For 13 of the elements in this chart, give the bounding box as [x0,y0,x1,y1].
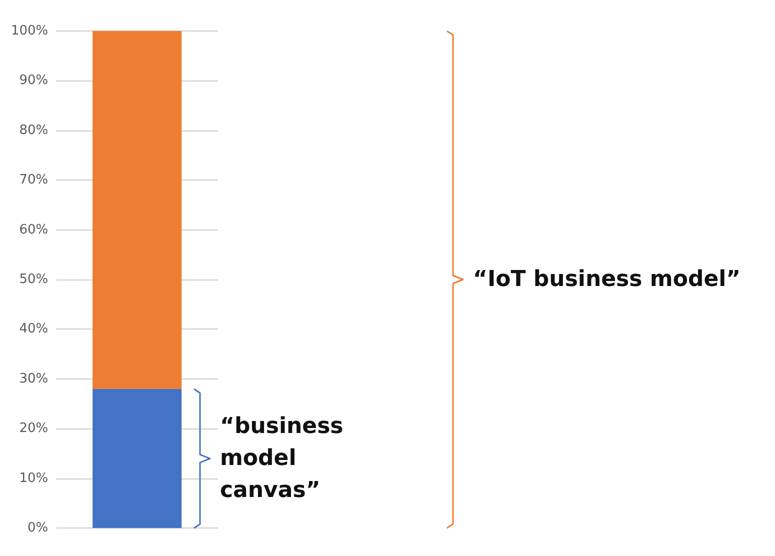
text: “business model canvas” [220,414,351,503]
y-tick-label: 70% [19,172,48,188]
text: “IoT business model” [473,267,741,292]
y-tick-label: 30% [19,371,48,386]
y-tick-label: 90% [19,73,48,88]
y-tick-label: 0% [28,520,48,536]
y-tick-label: 10% [19,470,48,486]
y-tick-label: 60% [19,222,48,238]
y-tick-label: 80% [19,122,48,138]
y-tick-label: 40% [19,322,48,337]
y-tick-label: 20% [19,421,48,436]
y-tick-label: 100% [10,24,48,38]
y-tick-label: 50% [19,272,48,287]
